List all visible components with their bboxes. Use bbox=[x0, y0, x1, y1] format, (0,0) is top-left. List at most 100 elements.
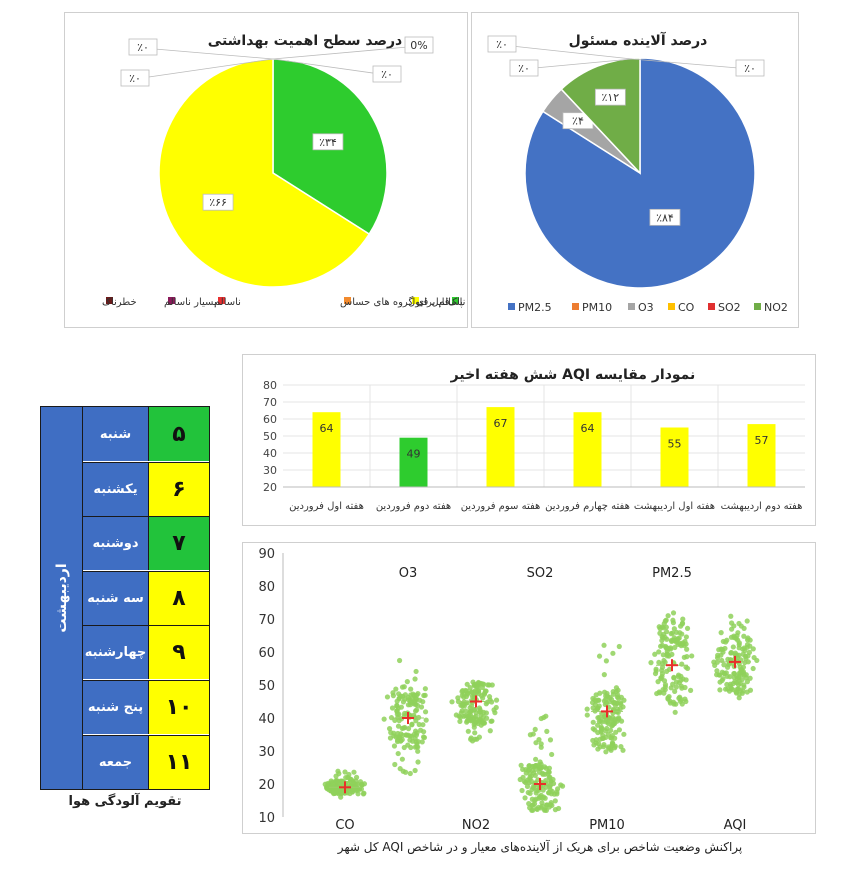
legend-swatch bbox=[754, 303, 761, 310]
legend-swatch bbox=[572, 303, 579, 310]
scatter-point bbox=[550, 780, 557, 787]
pie-data-label-1: ٪۶۶ bbox=[209, 196, 227, 209]
scatter-point bbox=[480, 714, 487, 720]
calendar-day-label: جمعه bbox=[83, 735, 149, 789]
scatter-point bbox=[396, 691, 402, 697]
pie-leader-line-3 bbox=[134, 58, 274, 80]
scatter-point bbox=[391, 743, 398, 749]
scatter-group-label-1: O3 bbox=[399, 566, 418, 581]
scatter-point bbox=[520, 774, 526, 780]
calendar-day-number: ۶ bbox=[149, 462, 209, 516]
scatter-point bbox=[724, 681, 730, 688]
scatter-point bbox=[728, 686, 734, 692]
scatter-point bbox=[620, 747, 626, 753]
bar-value-label-4: 55 bbox=[668, 438, 682, 451]
scatter-point bbox=[360, 791, 367, 797]
scatter-point bbox=[683, 698, 689, 705]
scatter-point bbox=[618, 694, 624, 700]
scatter-point bbox=[737, 687, 743, 693]
legend-label: PM10 bbox=[582, 301, 612, 314]
pie-data-label-3: ٪۰ bbox=[518, 62, 530, 75]
scatter-point bbox=[402, 710, 408, 717]
scatter-point bbox=[477, 716, 483, 722]
scatter-point bbox=[677, 641, 683, 647]
scatter-point bbox=[393, 686, 399, 692]
scatter-point bbox=[392, 717, 398, 723]
scatter-point bbox=[614, 694, 620, 700]
scatter-point bbox=[399, 756, 405, 762]
scatter-group-label-0: CO bbox=[335, 818, 354, 833]
scatter-point bbox=[411, 731, 417, 738]
scatter-point bbox=[661, 690, 667, 696]
scatter-point bbox=[684, 646, 690, 652]
bar-4 bbox=[660, 427, 689, 487]
calendar-day-number: ۱۱ bbox=[149, 735, 209, 789]
scatter-point bbox=[595, 729, 601, 736]
scatter-y-tick-6: 70 bbox=[258, 613, 275, 628]
scatter-point bbox=[421, 729, 427, 735]
scatter-point bbox=[540, 771, 546, 777]
pie-data-label-box-2 bbox=[128, 38, 158, 56]
pie-data-label-2: ٪۰ bbox=[137, 41, 149, 54]
scatter-group-2 bbox=[449, 679, 500, 744]
scatter-point bbox=[717, 679, 723, 685]
scatter-group-label-4: PM10 bbox=[589, 818, 625, 833]
scatter-point bbox=[405, 726, 412, 732]
scatter-point bbox=[411, 712, 417, 718]
calendar-row: دوشنبه ۷ bbox=[83, 516, 209, 571]
bar-0 bbox=[312, 412, 341, 487]
scatter-point bbox=[529, 807, 535, 813]
pie-data-label-4: ٪۰ bbox=[381, 68, 393, 81]
scatter-point bbox=[407, 737, 413, 743]
legend-label: ناسالم bbox=[214, 297, 241, 308]
scatter-point bbox=[483, 688, 489, 694]
pie-leader-line-1 bbox=[501, 44, 633, 60]
pie-leader-line-5 bbox=[272, 45, 420, 60]
legend-label: SO2 bbox=[718, 301, 741, 314]
scatter-point bbox=[681, 654, 687, 660]
scatter-point bbox=[384, 694, 391, 700]
bar-y-tick-5: 70 bbox=[263, 396, 277, 409]
scatter-point bbox=[731, 674, 737, 681]
scatter-point bbox=[546, 774, 552, 781]
scatter-point bbox=[335, 768, 341, 774]
scatter-point bbox=[399, 684, 406, 690]
legend-label: پاک bbox=[448, 297, 463, 308]
pie-data-label-4: ٪۰ bbox=[744, 62, 756, 75]
scatter-point bbox=[472, 730, 478, 736]
bar-category-label-4: هفته اول اردیبهشت bbox=[634, 501, 715, 512]
scatter-point bbox=[422, 709, 429, 715]
scatter-point bbox=[493, 697, 500, 703]
scatter-point bbox=[415, 748, 421, 754]
pollutant-pie-panel: درصد آلاینده مسئول ٪۸۴ ٪۴ ٪۱۲ ٪۰ ٪۰ ٪۰ PM2.5 PM1… bbox=[471, 12, 799, 328]
scatter-point bbox=[597, 690, 603, 696]
scatter-point bbox=[418, 704, 425, 710]
scatter-point bbox=[679, 631, 685, 637]
scatter-point bbox=[714, 668, 720, 674]
scatter-point bbox=[468, 735, 474, 741]
pie-data-label-box-1 bbox=[487, 35, 517, 53]
calendar-day-number: ۹ bbox=[149, 626, 209, 680]
scatter-point bbox=[618, 718, 625, 724]
scatter-point bbox=[736, 642, 742, 648]
scatter-point bbox=[603, 717, 609, 723]
scatter-point bbox=[549, 788, 555, 795]
scatter-point bbox=[488, 718, 494, 724]
bar-3 bbox=[573, 412, 602, 487]
scatter-point bbox=[712, 662, 718, 668]
scatter-point bbox=[724, 664, 731, 670]
scatter-point bbox=[735, 682, 742, 688]
scatter-point bbox=[673, 684, 679, 690]
legend-item-4: بسیار ناسالم bbox=[164, 297, 217, 308]
scatter-point bbox=[584, 712, 590, 718]
legend-item-2: O3 bbox=[628, 301, 654, 314]
legend-swatch bbox=[452, 297, 459, 304]
scatter-point bbox=[408, 686, 414, 692]
scatter-point bbox=[325, 780, 331, 787]
scatter-point bbox=[618, 701, 624, 707]
scatter-point bbox=[338, 794, 344, 800]
scatter-point bbox=[684, 625, 691, 631]
scatter-point bbox=[353, 774, 360, 780]
scatter-point bbox=[648, 660, 654, 666]
scatter-point bbox=[420, 734, 427, 740]
